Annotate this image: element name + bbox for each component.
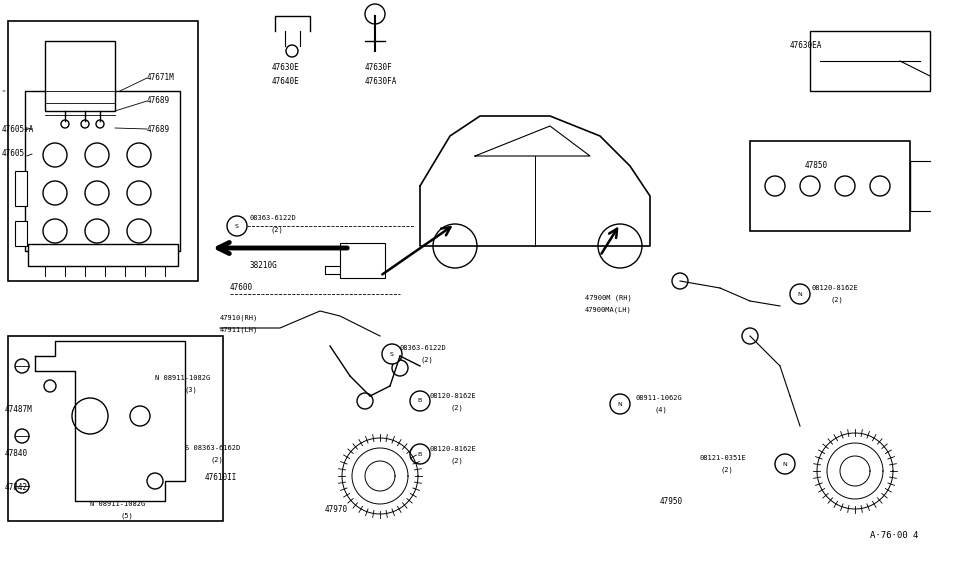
Text: 08120-8162E: 08120-8162E xyxy=(812,285,859,291)
Text: 47850: 47850 xyxy=(805,161,828,170)
Text: S 08363-6162D: S 08363-6162D xyxy=(185,445,240,451)
Text: 08363-6122D: 08363-6122D xyxy=(250,215,296,221)
Text: S: S xyxy=(235,224,239,229)
Circle shape xyxy=(127,219,151,243)
Text: 08911-1062G: 08911-1062G xyxy=(635,395,682,401)
Circle shape xyxy=(43,219,67,243)
Text: B: B xyxy=(418,452,422,457)
Text: (5): (5) xyxy=(120,513,133,519)
Text: (2): (2) xyxy=(720,467,733,473)
Circle shape xyxy=(775,454,795,474)
Circle shape xyxy=(227,216,247,236)
Text: 47610II: 47610II xyxy=(205,474,237,482)
Text: N 08911-1082G: N 08911-1082G xyxy=(155,375,211,381)
Circle shape xyxy=(85,143,109,167)
Text: N: N xyxy=(783,461,788,466)
Text: 47911(LH): 47911(LH) xyxy=(220,327,258,333)
Text: 08121-0351E: 08121-0351E xyxy=(700,455,747,461)
Circle shape xyxy=(392,360,408,376)
Text: (3): (3) xyxy=(185,387,198,393)
Circle shape xyxy=(800,176,820,196)
Text: 08363-6122D: 08363-6122D xyxy=(400,345,447,351)
Circle shape xyxy=(790,284,810,304)
Circle shape xyxy=(15,359,29,373)
Text: (2): (2) xyxy=(210,457,222,463)
Text: 08120-8162E: 08120-8162E xyxy=(430,393,477,399)
Text: 47840: 47840 xyxy=(5,449,28,458)
Circle shape xyxy=(382,344,402,364)
Circle shape xyxy=(127,143,151,167)
Bar xyxy=(750,141,910,231)
Text: 47630E: 47630E xyxy=(272,63,299,72)
Circle shape xyxy=(127,181,151,205)
Circle shape xyxy=(96,120,104,128)
Circle shape xyxy=(598,224,642,268)
Text: 47630EA: 47630EA xyxy=(790,41,822,50)
Bar xyxy=(810,31,930,91)
Text: 47689: 47689 xyxy=(147,125,170,134)
Circle shape xyxy=(365,4,385,24)
Text: 47630FA: 47630FA xyxy=(365,76,398,85)
Text: 38210G: 38210G xyxy=(250,261,278,271)
Text: (2): (2) xyxy=(270,227,283,233)
Text: S: S xyxy=(390,351,394,357)
Text: 47900MA(LH): 47900MA(LH) xyxy=(585,307,632,313)
Circle shape xyxy=(410,444,430,464)
Text: (2): (2) xyxy=(450,405,463,411)
Bar xyxy=(25,91,180,251)
Circle shape xyxy=(672,273,688,289)
Circle shape xyxy=(43,181,67,205)
Circle shape xyxy=(433,224,477,268)
Text: 47689: 47689 xyxy=(147,96,170,105)
Bar xyxy=(45,41,115,111)
Text: 47600: 47600 xyxy=(230,284,254,293)
Circle shape xyxy=(81,120,89,128)
Text: A·76·00 4: A·76·00 4 xyxy=(870,531,918,541)
Circle shape xyxy=(357,393,373,409)
Text: (2): (2) xyxy=(830,297,842,303)
Circle shape xyxy=(15,479,29,493)
Circle shape xyxy=(286,45,298,57)
Circle shape xyxy=(765,176,785,196)
Text: N: N xyxy=(798,291,802,297)
Circle shape xyxy=(410,391,430,411)
Circle shape xyxy=(130,406,150,426)
Bar xyxy=(340,243,385,278)
Text: 47671M: 47671M xyxy=(147,74,175,83)
Text: (2): (2) xyxy=(450,458,463,464)
Bar xyxy=(28,244,178,266)
Circle shape xyxy=(44,380,56,392)
Text: B: B xyxy=(418,398,422,404)
Circle shape xyxy=(61,120,69,128)
Circle shape xyxy=(43,143,67,167)
Text: N: N xyxy=(617,401,622,406)
Bar xyxy=(8,336,223,521)
Circle shape xyxy=(15,429,29,443)
Text: 47910(RH): 47910(RH) xyxy=(220,315,258,321)
Text: 47842: 47842 xyxy=(5,483,28,492)
Circle shape xyxy=(147,473,163,489)
Text: 47605+A: 47605+A xyxy=(2,125,34,134)
Text: 47640E: 47640E xyxy=(272,76,299,85)
Text: (4): (4) xyxy=(655,407,668,413)
Text: 47950: 47950 xyxy=(660,496,683,505)
Circle shape xyxy=(85,219,109,243)
Circle shape xyxy=(610,394,630,414)
Circle shape xyxy=(835,176,855,196)
Text: 47630F: 47630F xyxy=(365,63,393,72)
Circle shape xyxy=(85,181,109,205)
Text: (2): (2) xyxy=(420,357,433,363)
Circle shape xyxy=(742,328,758,344)
Text: 47605: 47605 xyxy=(2,149,25,158)
Text: 47900M (RH): 47900M (RH) xyxy=(585,295,632,301)
Text: 08120-8162E: 08120-8162E xyxy=(430,446,477,452)
Circle shape xyxy=(72,398,108,434)
Text: 47487M: 47487M xyxy=(5,405,33,414)
Text: N 08911-1082G: N 08911-1082G xyxy=(90,501,145,507)
Text: 47970: 47970 xyxy=(325,505,348,514)
Bar xyxy=(15,221,27,246)
Bar xyxy=(8,21,198,281)
Circle shape xyxy=(870,176,890,196)
Bar xyxy=(15,171,27,206)
